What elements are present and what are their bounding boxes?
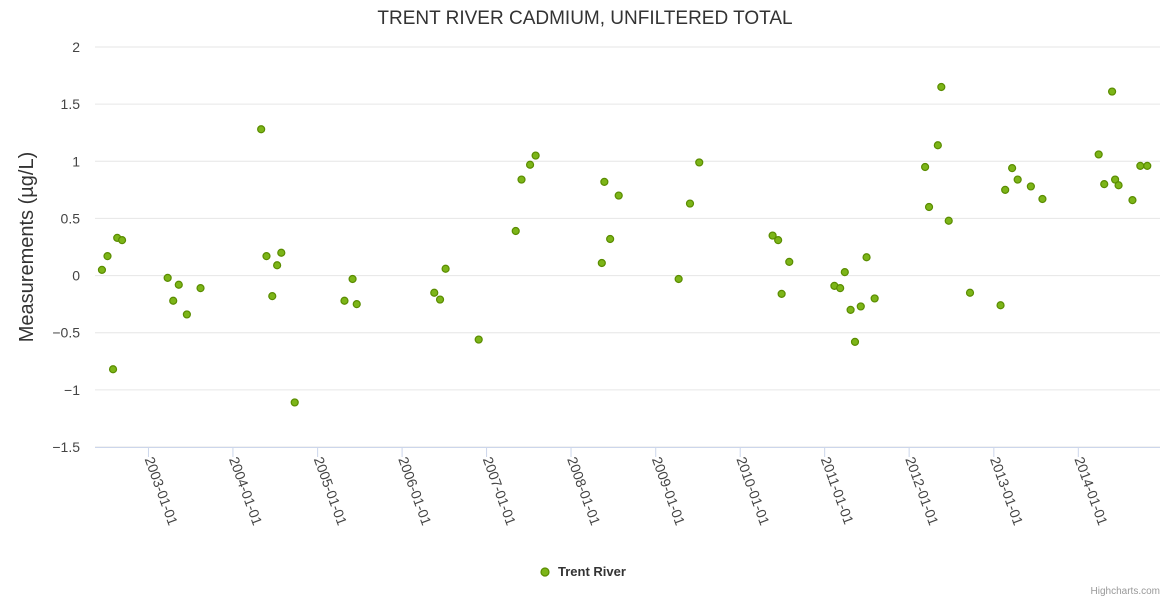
x-tick-label: 2010-01-01 [733,455,773,528]
y-tick-label: 0.5 [61,210,81,226]
data-point[interactable] [97,265,107,274]
data-point[interactable] [352,300,361,309]
data-point[interactable] [108,365,118,374]
data-point[interactable] [1013,175,1022,184]
legend-label[interactable]: Trent River [558,564,626,579]
data-point[interactable] [850,337,860,346]
data-point[interactable] [1143,161,1152,170]
data-point[interactable] [1001,185,1010,194]
data-point[interactable] [1008,164,1017,173]
data-point[interactable] [944,216,953,225]
gridlines [95,46,1160,448]
data-point[interactable] [996,301,1005,310]
data-point[interactable] [933,141,942,150]
legend-marker [540,567,550,577]
data-point[interactable] [600,177,609,186]
data-point[interactable] [163,273,172,282]
y-tick-label: 1 [72,153,80,169]
x-tick-label: 2006-01-01 [395,455,435,528]
data-point[interactable] [840,268,849,277]
data-point[interactable] [196,284,205,293]
x-axis [95,447,1160,457]
x-tick-label: 2011-01-01 [818,455,857,527]
data-point[interactable] [1094,150,1103,159]
credits-link[interactable]: Highcharts.com [1091,586,1160,597]
data-point[interactable] [517,175,526,184]
data-point[interactable] [1100,180,1109,189]
data-point[interactable] [441,264,450,273]
data-point[interactable] [614,191,623,200]
x-tick-label: 2008-01-01 [564,455,604,528]
data-point[interactable] [474,335,483,344]
data-point[interactable] [921,162,930,172]
data-point[interactable] [290,398,299,407]
data-point[interactable] [685,199,695,208]
data-point[interactable] [525,160,535,169]
data-points [97,82,1152,407]
data-point[interactable] [597,258,606,268]
data-point[interactable] [937,82,946,92]
data-point[interactable] [174,280,183,289]
y-tick-label: 0 [72,268,80,284]
data-point[interactable] [511,226,520,236]
data-point[interactable] [856,302,865,311]
x-tick-label: 2013-01-01 [987,455,1027,528]
data-point[interactable] [257,125,266,134]
data-point[interactable] [1026,182,1035,191]
y-axis-ticks: 2 1.5 1 0.5 0 −0.5 −1 −1.5 [52,39,80,455]
data-point[interactable] [348,274,357,284]
data-point[interactable] [340,296,349,305]
data-point[interactable] [674,274,683,284]
x-tick-label: 2005-01-01 [311,455,351,528]
x-tick-label: 2003-01-01 [142,455,182,528]
data-point[interactable] [768,231,777,240]
data-point[interactable] [435,295,445,304]
data-point[interactable] [606,234,615,244]
y-tick-label: −1.5 [52,439,80,455]
y-tick-label: −1 [64,382,80,398]
data-point[interactable] [268,292,277,301]
data-point[interactable] [1136,161,1145,170]
x-tick-label: 2014-01-01 [1071,455,1111,528]
data-point[interactable] [430,288,439,297]
data-point[interactable] [277,248,286,257]
y-tick-label: −0.5 [52,325,80,341]
legend[interactable]: Trent River [540,564,626,579]
data-point[interactable] [924,202,934,212]
data-point[interactable] [1128,196,1137,205]
x-tick-label: 2012-01-01 [902,455,942,528]
data-point[interactable] [777,289,786,298]
data-point[interactable] [1111,175,1120,184]
data-point[interactable] [103,252,112,261]
data-point[interactable] [1107,87,1117,96]
data-point[interactable] [1114,181,1123,190]
y-tick-label: 1.5 [61,96,81,112]
data-point[interactable] [774,236,783,245]
data-point[interactable] [836,284,845,293]
x-tick-label: 2009-01-01 [649,455,689,528]
chart-title: TRENT RIVER CADMIUM, UNFILTERED TOTAL [377,8,792,29]
y-axis-label: Measurements (µg/L) [16,152,38,342]
data-point[interactable] [862,253,871,262]
data-point[interactable] [1038,194,1047,204]
data-point[interactable] [695,158,704,167]
data-point[interactable] [531,151,540,160]
data-point[interactable] [846,305,855,314]
data-point[interactable] [273,261,282,270]
x-tick-label: 2007-01-01 [480,455,520,528]
data-point[interactable] [169,296,178,305]
x-axis-ticks: 2003-01-01 2004-01-01 2005-01-01 2006-01-01… [142,455,1111,528]
data-point[interactable] [117,236,127,245]
y-tick-label: 2 [72,39,80,55]
x-tick-label: 2004-01-01 [226,455,266,528]
data-point[interactable] [262,252,271,261]
data-point[interactable] [785,257,794,266]
data-point[interactable] [965,288,975,297]
data-point[interactable] [870,294,879,303]
data-point[interactable] [182,310,191,319]
